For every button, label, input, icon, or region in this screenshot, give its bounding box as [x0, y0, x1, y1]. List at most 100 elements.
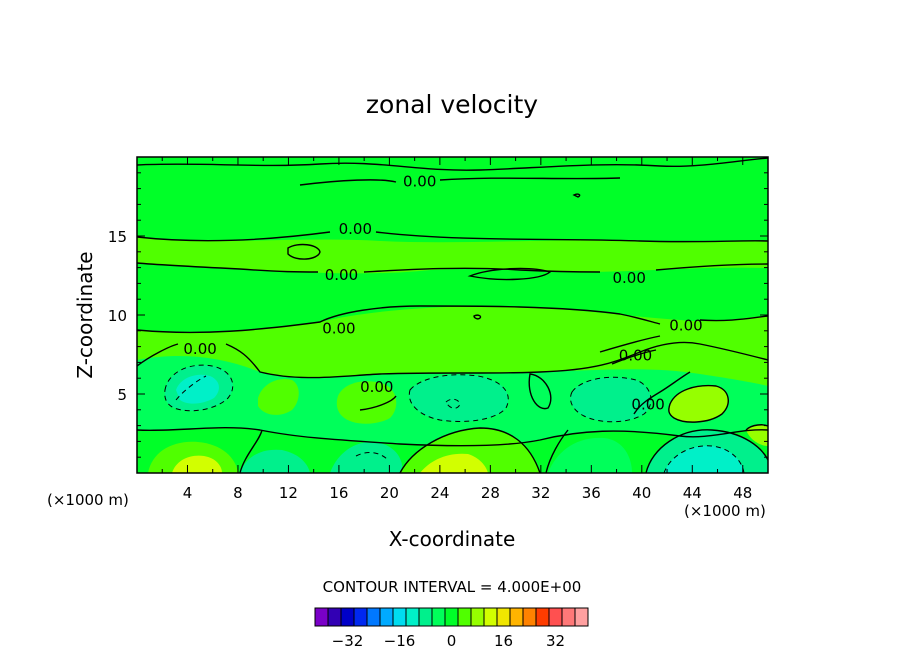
colorbar-swatch: [366, 607, 381, 627]
contour-line: [137, 157, 768, 171]
blob-cyan-mid: [409, 374, 509, 422]
contour-label: 0.00: [403, 173, 436, 191]
bottom-cyan-right: [548, 437, 632, 473]
colorbar-swatch: [522, 607, 537, 627]
contour-label: 0.00: [339, 220, 372, 238]
contour-line-negative: [445, 398, 461, 409]
bottom-yellow-mid-core: [420, 453, 488, 473]
colorbar-swatch: [379, 607, 394, 627]
band-upper-light: [137, 237, 768, 274]
contour-line: [467, 267, 552, 281]
contour-line: [287, 243, 321, 260]
contour-label: 0.00: [669, 316, 702, 334]
contour-line: [572, 193, 581, 198]
contour-line-negative: [663, 445, 745, 473]
colorbar-labels: −32 −16 0 16 32: [332, 632, 565, 650]
x-tick-label: 28: [481, 484, 500, 502]
velocity-field: [137, 237, 768, 473]
contour-label: 0.00: [322, 320, 355, 338]
colorbar-swatch: [509, 607, 524, 627]
colorbar-swatch: [392, 607, 407, 627]
blob-cyan-left-core: [176, 374, 219, 404]
plot-area: 0.00 0.00 0.00 0.00 0.00 0.00 0.00 0.00 0.00 0.00: [136, 156, 769, 474]
contour-labels: 0.00 0.00 0.00 0.00 0.00 0.00 0.00 0.00 0.00 0.00: [183, 173, 702, 414]
colorbar-swatch: [470, 607, 485, 627]
colorbar-swatch: [431, 607, 446, 627]
x-tick-label: 44: [683, 484, 702, 502]
contour-lines: [137, 157, 768, 473]
colorbar-label: −16: [384, 632, 416, 650]
x-tick-label: 16: [329, 484, 348, 502]
x-tick-label: 20: [380, 484, 399, 502]
colorbar: [314, 607, 589, 627]
contour-label: 0.00: [360, 378, 393, 396]
blob-yellow-left-small: [258, 378, 299, 415]
contour-line: [239, 427, 768, 473]
x-tick-label: 32: [531, 484, 550, 502]
contour-label: 0.00: [619, 347, 652, 365]
x-tick-label: 8: [233, 484, 243, 502]
contour-line-negative: [175, 375, 207, 401]
contour-label: 0.00: [325, 266, 358, 284]
colorbar-swatch: [496, 607, 511, 627]
colorbar-swatch: [483, 607, 498, 627]
contour-interval: CONTOUR INTERVAL = 4.000E+00: [323, 578, 582, 596]
colorbar-swatch: [574, 607, 589, 627]
contour-line: [599, 335, 661, 365]
blob-yellow-right: [668, 385, 729, 423]
contour-label: 0.00: [183, 340, 216, 358]
colorbar-swatch: [405, 607, 420, 627]
y-tick-label: 15: [108, 228, 127, 246]
contour-line: [137, 341, 768, 379]
contour-line-negative: [164, 364, 234, 412]
contour-line: [473, 314, 482, 320]
contour-line-negative: [355, 452, 389, 461]
contour-line: [299, 177, 621, 186]
contour-line: [359, 395, 397, 411]
x-tick-label: 36: [582, 484, 601, 502]
colorbar-swatch: [340, 607, 355, 627]
bottom-cyan-left: [240, 449, 310, 473]
colorbar-swatch: [548, 607, 563, 627]
contour-line: [633, 371, 691, 415]
x-tick-label: 48: [733, 484, 752, 502]
contour-line-negative: [408, 374, 509, 422]
y-tick-labels: 5 10 15: [108, 228, 127, 404]
bottom-deep-right-core: [664, 445, 744, 473]
bottom-bulge-left-core: [172, 455, 222, 473]
x-unit-right: (×1000 m): [684, 502, 766, 520]
contour-line-negative: [570, 376, 652, 423]
colorbar-swatch: [457, 607, 472, 627]
contour-label: 0.00: [612, 269, 645, 287]
x-tick-label: 4: [183, 484, 193, 502]
colorbar-swatch: [418, 607, 433, 627]
x-tick-label: 24: [430, 484, 449, 502]
contour-line: [668, 384, 729, 423]
y-tick-label: 5: [117, 386, 127, 404]
y-tick-label: 10: [108, 307, 127, 325]
y-axis-label: Z-coordinate: [73, 251, 97, 378]
x-axis-label: X-coordinate: [389, 527, 516, 551]
colorbar-label: 32: [546, 632, 565, 650]
colorbar-swatch: [444, 607, 459, 627]
contour-line: [699, 315, 768, 322]
colorbar-swatch: [327, 607, 342, 627]
negative-contour-lines: [164, 364, 745, 473]
x-tick-label: 12: [279, 484, 298, 502]
contour-line: [528, 373, 552, 410]
x-tick-labels: 4 8 12 16 20 24 28 32 36 40 44 48: [183, 484, 753, 502]
x-tick-label: 40: [632, 484, 651, 502]
contour-line: [137, 231, 768, 243]
chart-title: zonal velocity: [366, 90, 538, 119]
colorbar-label: −32: [332, 632, 364, 650]
colorbar-swatch: [314, 607, 329, 627]
blob-cyan-right: [570, 377, 651, 422]
blob-yellow-mid: [336, 381, 397, 424]
contour-line: [137, 305, 661, 334]
colorbar-label: 16: [494, 632, 513, 650]
colorbar-swatch: [353, 607, 368, 627]
contour-label: 0.00: [631, 395, 664, 413]
bottom-cyan-mid: [330, 441, 403, 473]
colorbar-swatch: [535, 607, 550, 627]
